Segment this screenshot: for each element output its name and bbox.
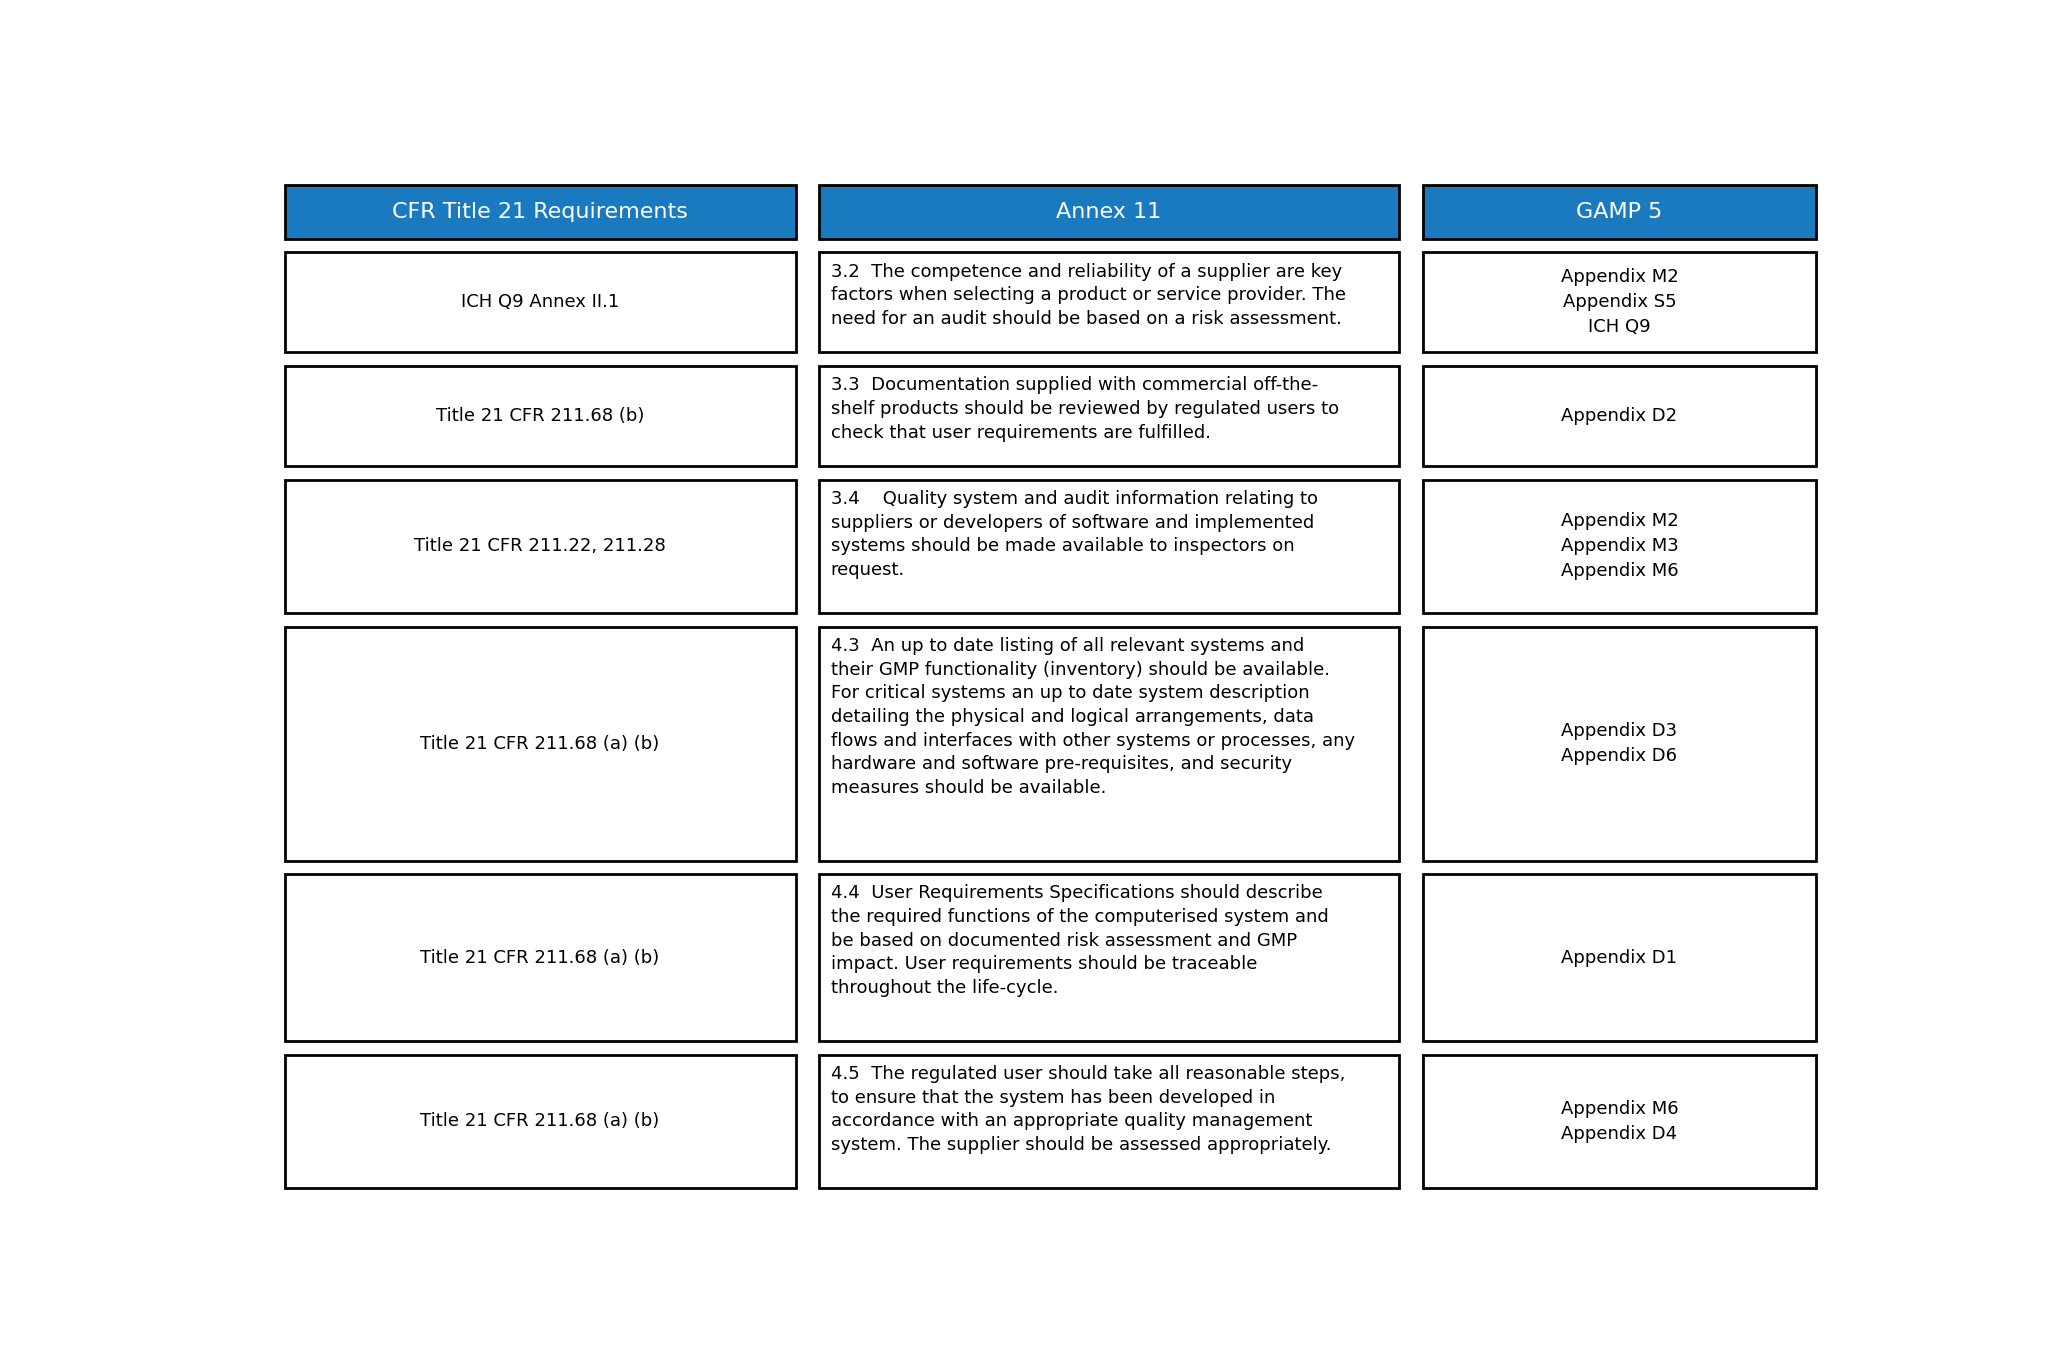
Text: GAMP 5: GAMP 5: [1577, 202, 1663, 221]
Text: Title 21 CFR 211.68 (b): Title 21 CFR 211.68 (b): [436, 407, 645, 425]
Text: 4.3  An up to date listing of all relevant systems and
their GMP functionality (: 4.3 An up to date listing of all relevan…: [831, 637, 1354, 797]
Text: Appendix D3
Appendix D6: Appendix D3 Appendix D6: [1561, 722, 1677, 765]
FancyBboxPatch shape: [819, 252, 1399, 352]
FancyBboxPatch shape: [1423, 1055, 1817, 1188]
Text: Appendix M2
Appendix M3
Appendix M6: Appendix M2 Appendix M3 Appendix M6: [1561, 513, 1677, 580]
FancyBboxPatch shape: [819, 366, 1399, 467]
Text: Appendix D2: Appendix D2: [1561, 407, 1677, 425]
FancyBboxPatch shape: [1423, 627, 1817, 861]
Text: Appendix M6
Appendix D4: Appendix M6 Appendix D4: [1561, 1099, 1677, 1143]
FancyBboxPatch shape: [285, 627, 795, 861]
Text: 3.2  The competence and reliability of a supplier are key
factors when selecting: 3.2 The competence and reliability of a …: [831, 263, 1346, 328]
Text: 4.4  User Requirements Specifications should describe
the required functions of : 4.4 User Requirements Specifications sho…: [831, 885, 1329, 997]
Text: CFR Title 21 Requirements: CFR Title 21 Requirements: [391, 202, 688, 221]
Text: Appendix D1: Appendix D1: [1561, 948, 1677, 966]
FancyBboxPatch shape: [1423, 480, 1817, 614]
FancyBboxPatch shape: [1423, 185, 1817, 239]
FancyBboxPatch shape: [285, 480, 795, 614]
Text: Appendix M2
Appendix S5
ICH Q9: Appendix M2 Appendix S5 ICH Q9: [1561, 268, 1677, 336]
Text: Title 21 CFR 211.68 (a) (b): Title 21 CFR 211.68 (a) (b): [420, 948, 659, 966]
FancyBboxPatch shape: [285, 366, 795, 467]
Text: Title 21 CFR 211.68 (a) (b): Title 21 CFR 211.68 (a) (b): [420, 735, 659, 753]
FancyBboxPatch shape: [819, 480, 1399, 614]
FancyBboxPatch shape: [819, 627, 1399, 861]
Text: 4.5  The regulated user should take all reasonable steps,
to ensure that the sys: 4.5 The regulated user should take all r…: [831, 1064, 1346, 1153]
FancyBboxPatch shape: [1423, 874, 1817, 1041]
Text: Title 21 CFR 211.68 (a) (b): Title 21 CFR 211.68 (a) (b): [420, 1113, 659, 1130]
Text: 3.4    Quality system and audit information relating to
suppliers or developers : 3.4 Quality system and audit information…: [831, 490, 1317, 579]
FancyBboxPatch shape: [819, 874, 1399, 1041]
Text: Annex 11: Annex 11: [1057, 202, 1161, 221]
FancyBboxPatch shape: [285, 185, 795, 239]
FancyBboxPatch shape: [819, 1055, 1399, 1188]
FancyBboxPatch shape: [285, 252, 795, 352]
FancyBboxPatch shape: [819, 185, 1399, 239]
FancyBboxPatch shape: [285, 874, 795, 1041]
Text: Title 21 CFR 211.22, 211.28: Title 21 CFR 211.22, 211.28: [414, 537, 666, 556]
FancyBboxPatch shape: [285, 1055, 795, 1188]
Text: ICH Q9 Annex II.1: ICH Q9 Annex II.1: [461, 293, 618, 312]
FancyBboxPatch shape: [1423, 366, 1817, 467]
Text: 3.3  Documentation supplied with commercial off-the-
shelf products should be re: 3.3 Documentation supplied with commerci…: [831, 376, 1339, 441]
FancyBboxPatch shape: [1423, 252, 1817, 352]
